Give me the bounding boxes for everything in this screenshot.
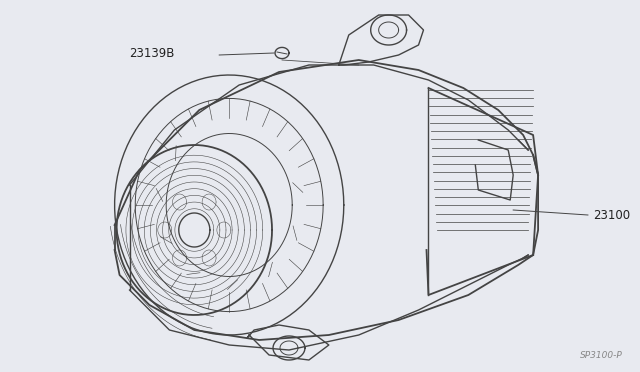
Text: 23139B: 23139B [129, 46, 175, 60]
Text: 23100: 23100 [593, 208, 630, 221]
Text: SP3100-P: SP3100-P [580, 351, 623, 360]
